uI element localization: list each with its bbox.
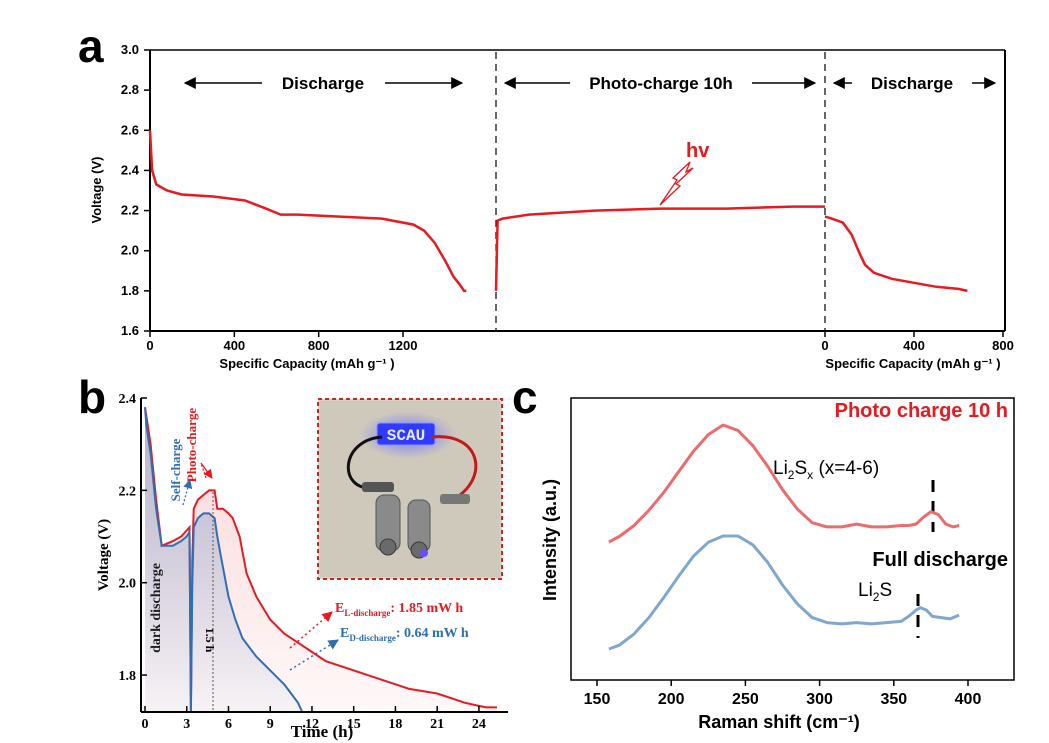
inset-photo: SCAU (317, 398, 503, 580)
panel-b-y-tick-label: 2.0 (119, 577, 137, 592)
panel-a-y-tick-label: 2.2 (121, 203, 139, 218)
panel-a-y-tick-label: 2.8 (121, 82, 139, 97)
panel-b-x-tick-label: 21 (430, 717, 444, 732)
led-display (376, 422, 436, 446)
panel-b-light-curve (144, 407, 497, 713)
li2s-label: Li2S (858, 580, 892, 604)
segment-label-photo-charge: Photo-charge 10h (589, 74, 733, 93)
panel-c: c 150 200 250 300 350 400 Intensity (a.u.) Ra… (512, 371, 1015, 732)
panel-c-y-label: Intensity (a.u.) (540, 479, 560, 601)
panel-b-x-tick-label: 15 (347, 717, 361, 732)
panel-a-y-tick-label: 2.0 (121, 243, 139, 258)
panel-c-x-tick-label: 150 (584, 691, 611, 708)
panel-a-x-tick-label: 800 (992, 338, 1014, 353)
left-battery-cell (379, 538, 397, 556)
panel-b-x-tick-label: 6 (225, 717, 232, 732)
panel-b-x-ticks: 0 3 6 9 12 15 18 21 24 (142, 706, 486, 732)
panel-b-curves (144, 407, 497, 713)
panel-a: a 1.6 1.8 2.0 2.2 2.4 2.6 2.8 3.0 0 400 800 1200 0 4… (78, 20, 1014, 371)
panel-a-x-tick-label: 0 (146, 338, 153, 353)
panel-b-y-ticks: 1.8 2.0 2.2 2.4 (119, 392, 147, 684)
panel-b-x-tick-label: 0 (142, 717, 149, 732)
panel-a-letter: a (78, 20, 104, 72)
panel-c-curves (608, 423, 960, 651)
self-charge-label: Self-charge (168, 438, 183, 501)
discharge-1-curve (148, 130, 467, 293)
panel-a-x-tick-label: 800 (308, 338, 330, 353)
panel-c-frame (570, 397, 1015, 681)
raman-photo-curve (608, 423, 960, 544)
right-clip (440, 494, 470, 504)
panel-b-letter: b (78, 371, 106, 423)
panel-a-y-tick-label: 2.6 (121, 122, 139, 137)
cell-glow (420, 549, 428, 557)
discharge-2-curve (824, 215, 968, 293)
photo-charge-arrow (200, 462, 213, 479)
panel-b: b 1.8 2.0 2.2 2.4 0 3 6 9 12 15 18 21 24 Voltage (V… (78, 371, 508, 741)
panel-a-y-label: Voltage (V) (89, 157, 104, 224)
photo-charge-title: Photo charge 10 h (835, 400, 1008, 422)
led-display-text: SCAU (387, 427, 425, 445)
panel-c-letter: c (512, 371, 538, 423)
photo-charge-leader (200, 462, 207, 479)
panel-c-x-tick-label: 350 (880, 691, 907, 708)
panel-a-x-tick-label: 0 (821, 338, 828, 353)
dark-discharge-label: dark discharge (149, 563, 164, 653)
panel-b-y-tick-label: 1.8 (119, 669, 137, 684)
li2sx-label: Li2Sx (x=4-6) (773, 458, 879, 482)
lightning-bolt-icon (659, 161, 694, 206)
red-wire (431, 435, 478, 502)
panel-b-x-tick-label: 9 (267, 717, 274, 732)
panel-b-fills (145, 407, 497, 712)
panel-c-x-label: Raman shift (cm⁻¹) (698, 712, 860, 732)
hv-label: hv (686, 140, 710, 162)
panel-a-y-ticks: 1.6 1.8 2.0 2.2 2.4 2.6 2.8 3.0 (121, 42, 150, 338)
panel-b-x-label: Time (h) (291, 722, 354, 741)
e-light-arrow (289, 611, 333, 649)
panel-a-x-tick-label: 1200 (389, 338, 418, 353)
self-charge-arrow (182, 479, 193, 506)
panel-a-x-ticks: 0 400 800 1200 0 400 800 (146, 331, 1014, 353)
panel-b-y-tick-label: 2.2 (119, 484, 137, 499)
panel-c-x-tick-label: 300 (806, 691, 833, 708)
full-discharge-title: Full discharge (872, 549, 1008, 571)
panel-b-y-label: Voltage (V) (96, 519, 112, 591)
raman-full-curve (608, 534, 960, 651)
panel-a-x-label-left: Specific Capacity (mAh g⁻¹ ) (219, 356, 394, 371)
duration-label: 1.5 h (203, 628, 217, 653)
panel-b-x-tick-label: 24 (472, 717, 486, 732)
panel-a-curves (148, 130, 968, 293)
left-clip (362, 482, 394, 492)
panel-c-x-ticks: 150 200 250 300 350 400 (584, 680, 982, 708)
photo-charge-curve (494, 205, 825, 291)
panel-a-y-tick-label: 1.8 (121, 283, 139, 298)
e-dark-label: ED-discharge: 0.64 mW h (340, 626, 469, 643)
panel-a-x-tick-label: 400 (223, 338, 245, 353)
panel-c-x-tick-label: 250 (732, 691, 759, 708)
segment-label-discharge-2: Discharge (871, 74, 953, 93)
segment-label-discharge-1: Discharge (282, 74, 364, 93)
panel-a-y-tick-label: 1.6 (121, 323, 139, 338)
panel-c-x-tick-label: 400 (955, 691, 982, 708)
panel-b-dark-area (145, 407, 303, 712)
photo-charge-label: Photo-charge (184, 408, 199, 483)
panel-a-y-tick-label: 2.4 (121, 162, 140, 177)
panel-b-x-tick-label: 18 (388, 717, 402, 732)
panel-b-y-tick-label: 2.4 (119, 392, 137, 407)
panel-b-x-tick-label: 3 (183, 717, 190, 732)
panel-a-x-label-right: Specific Capacity (mAh g⁻¹ ) (825, 356, 1000, 371)
panel-b-dark-curve (144, 407, 304, 713)
panel-a-y-tick-label: 3.0 (121, 42, 139, 57)
panel-a-x-tick-label: 400 (903, 338, 925, 353)
e-light-label: EL-discharge: 1.85 mW h (335, 601, 463, 618)
panel-b-x-tick-label: 12 (305, 717, 319, 732)
panel-c-x-tick-label: 200 (658, 691, 685, 708)
